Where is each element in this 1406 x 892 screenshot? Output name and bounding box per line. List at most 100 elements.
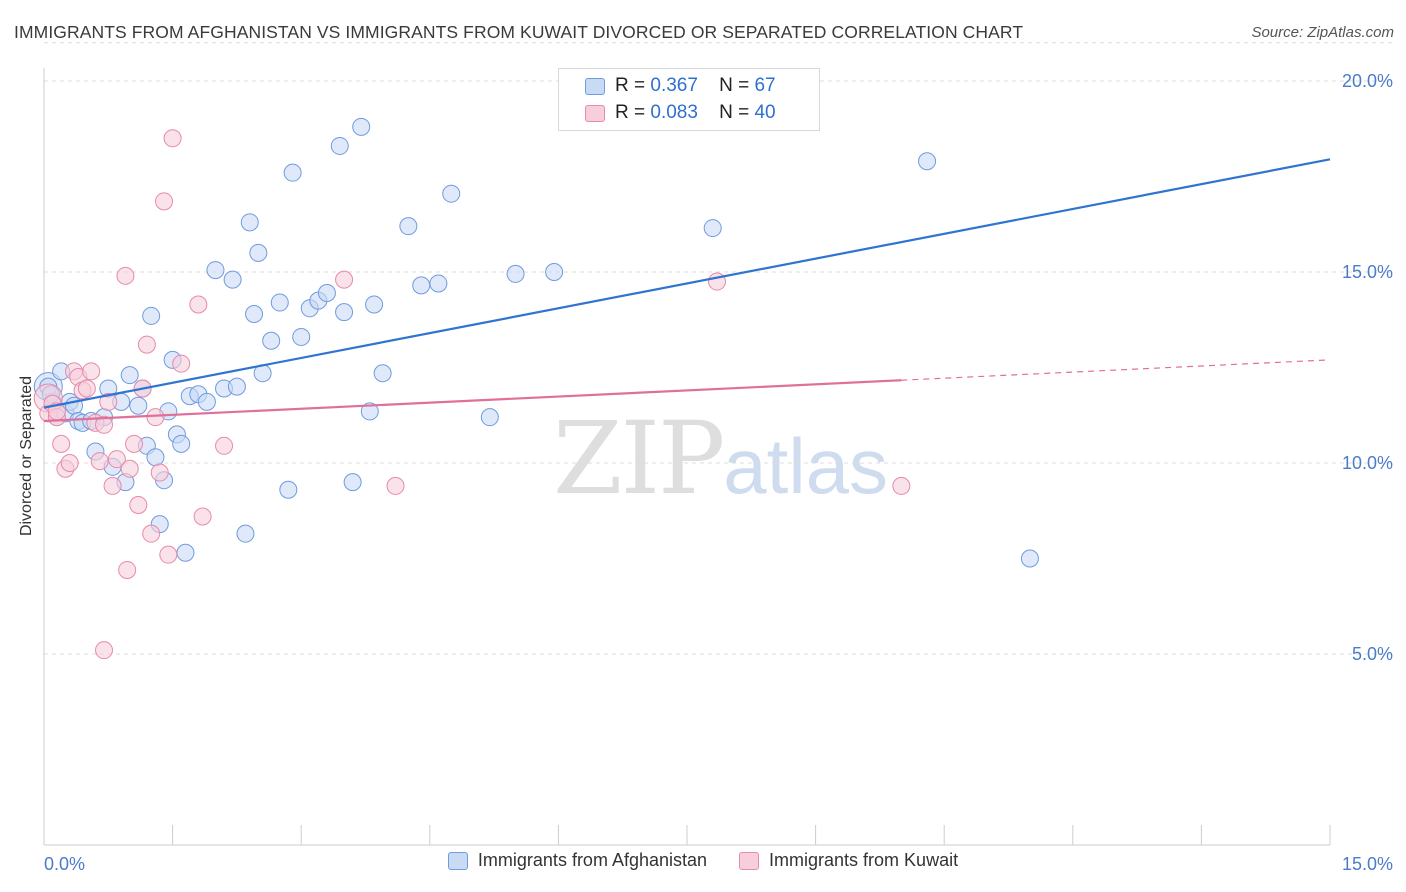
data-point bbox=[142, 306, 161, 325]
data-point bbox=[227, 377, 246, 396]
data-point bbox=[159, 545, 178, 564]
data-point bbox=[189, 295, 208, 314]
data-point bbox=[95, 641, 114, 660]
watermark-zip: ZIP bbox=[553, 400, 725, 517]
r-value: 0.367 bbox=[650, 75, 698, 96]
data-point bbox=[197, 392, 216, 411]
tick-labels: 5.0% 10.0% 15.0% 20.0% 0.0% 15.0% bbox=[44, 71, 1393, 874]
data-point bbox=[90, 452, 109, 471]
r-value: 0.083 bbox=[650, 102, 698, 123]
data-point bbox=[262, 331, 281, 350]
data-point bbox=[155, 192, 174, 211]
data-point bbox=[107, 450, 126, 469]
data-point bbox=[335, 270, 354, 289]
data-point bbox=[172, 354, 191, 373]
grid-lines bbox=[44, 42, 1392, 655]
data-point bbox=[142, 524, 161, 543]
trend-lines bbox=[43, 158, 1331, 423]
legend-label-afghanistan: Immigrants from Afghanistan bbox=[477, 850, 708, 870]
y-tick-label: 20.0% bbox=[1342, 71, 1393, 91]
data-point bbox=[1020, 549, 1039, 568]
data-points bbox=[33, 117, 1039, 660]
data-point bbox=[146, 448, 165, 467]
legend-row-kuwait: R = 0.083 N = 40 bbox=[585, 100, 776, 126]
data-point bbox=[249, 243, 268, 262]
correlation-legend: R = 0.367 N = 67 R = 0.083 N = 40 bbox=[558, 68, 820, 131]
data-point bbox=[245, 305, 264, 324]
r-label: R = bbox=[615, 75, 646, 96]
data-point bbox=[386, 476, 405, 495]
legend-label-kuwait: Immigrants from Kuwait bbox=[769, 850, 959, 870]
data-point bbox=[120, 459, 139, 478]
data-point bbox=[163, 129, 182, 148]
data-point bbox=[399, 217, 418, 236]
legend-swatch-blue bbox=[447, 851, 468, 870]
data-point bbox=[429, 274, 448, 293]
data-point bbox=[365, 295, 384, 314]
data-point bbox=[335, 303, 354, 322]
data-point bbox=[279, 480, 298, 499]
data-point bbox=[52, 434, 71, 453]
series-legend: Immigrants from Afghanistan Immigrants f… bbox=[0, 850, 1406, 871]
legend-swatch-pink bbox=[585, 104, 605, 122]
data-point bbox=[703, 219, 722, 238]
data-point bbox=[223, 270, 242, 289]
data-point bbox=[330, 136, 349, 155]
data-point bbox=[317, 284, 336, 303]
data-point bbox=[137, 335, 156, 354]
data-point bbox=[193, 507, 212, 526]
n-value: 40 bbox=[754, 102, 776, 123]
watermark-atlas: atlas bbox=[723, 422, 889, 510]
y-tick-label: 5.0% bbox=[1352, 644, 1393, 664]
data-point bbox=[292, 327, 311, 346]
data-point bbox=[103, 476, 122, 495]
data-point bbox=[146, 408, 165, 427]
data-point bbox=[125, 434, 144, 453]
data-point bbox=[95, 415, 114, 434]
data-point bbox=[506, 264, 525, 283]
data-point bbox=[442, 184, 461, 203]
trend-line bbox=[43, 158, 1331, 409]
data-point bbox=[60, 454, 79, 472]
data-point bbox=[129, 396, 148, 415]
data-point bbox=[480, 408, 499, 427]
y-tick-label: 15.0% bbox=[1342, 262, 1393, 282]
data-point bbox=[176, 543, 195, 562]
legend-item-afghanistan: Immigrants from Afghanistan bbox=[447, 850, 708, 871]
data-point bbox=[283, 163, 302, 182]
data-point bbox=[206, 261, 225, 280]
data-point bbox=[120, 366, 139, 385]
data-point bbox=[352, 117, 371, 136]
n-label: N = bbox=[719, 102, 750, 123]
data-point bbox=[270, 293, 289, 312]
n-value: 67 bbox=[754, 75, 776, 96]
data-point bbox=[343, 473, 362, 492]
data-point bbox=[99, 392, 118, 411]
zipatlas-watermark: ZIPatlas bbox=[553, 400, 888, 517]
data-point bbox=[129, 496, 148, 515]
r-label: R = bbox=[615, 102, 646, 123]
data-point bbox=[236, 524, 255, 543]
x-tick-label: 15.0% bbox=[1342, 854, 1393, 874]
data-point bbox=[240, 213, 259, 232]
legend-swatch-blue bbox=[585, 77, 605, 95]
data-point bbox=[215, 436, 234, 455]
n-label: N = bbox=[719, 75, 750, 96]
data-point bbox=[82, 362, 101, 381]
data-point bbox=[918, 152, 937, 171]
data-point bbox=[412, 276, 431, 295]
trend-line-extension bbox=[901, 359, 1331, 381]
data-point bbox=[892, 476, 911, 495]
x-tick-label: 0.0% bbox=[44, 854, 85, 874]
data-point bbox=[77, 379, 96, 398]
y-tick-label: 10.0% bbox=[1342, 453, 1393, 473]
data-point bbox=[118, 560, 137, 579]
data-point bbox=[360, 402, 379, 421]
data-point bbox=[150, 463, 169, 482]
data-point bbox=[172, 434, 191, 453]
data-point bbox=[116, 266, 135, 285]
legend-swatch-pink bbox=[739, 851, 760, 870]
chart-title: IMMIGRANTS FROM AFGHANISTAN VS IMMIGRANT… bbox=[14, 22, 1024, 42]
axes bbox=[43, 68, 1331, 846]
